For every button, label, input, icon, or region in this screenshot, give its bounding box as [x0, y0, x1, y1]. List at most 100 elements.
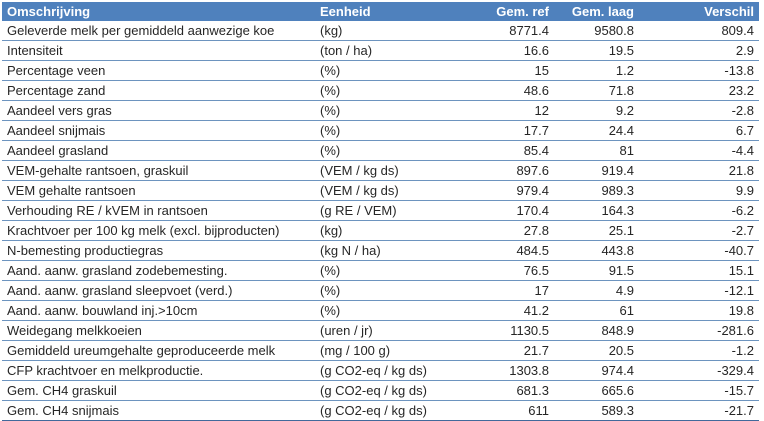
cell-omschrijving: Gem. CH4 graskuil: [2, 380, 315, 401]
cell-verschil: -21.7: [639, 400, 759, 421]
cell-gem-ref: 15: [457, 60, 554, 81]
table-row: Verhouding RE / kVEM in rantsoen (g RE / …: [2, 200, 759, 221]
cell-gem-ref: 16.6: [457, 40, 554, 61]
cell-eenheid: (%): [315, 260, 457, 281]
cell-gem-laag: 91.5: [554, 260, 639, 281]
cell-gem-laag: 19.5: [554, 40, 639, 61]
table-row: Aandeel grasland (%) 85.4 81 -4.4: [2, 140, 759, 161]
cell-gem-laag: 848.9: [554, 320, 639, 341]
cell-gem-ref: 85.4: [457, 140, 554, 161]
cell-eenheid: (%): [315, 300, 457, 321]
cell-eenheid: (g RE / VEM): [315, 200, 457, 221]
table-row: Aand. aanw. grasland sleepvoet (verd.) (%…: [2, 280, 759, 301]
cell-eenheid: (kg): [315, 220, 457, 241]
table-row: Aandeel vers gras (%) 12 9.2 -2.8: [2, 100, 759, 121]
cell-verschil: 9.9: [639, 180, 759, 201]
cell-omschrijving: N-bemesting productiegras: [2, 240, 315, 261]
cell-gem-laag: 974.4: [554, 360, 639, 381]
cell-verschil: -2.8: [639, 100, 759, 121]
cell-eenheid: (kg): [315, 21, 457, 41]
cell-gem-ref: 17: [457, 280, 554, 301]
cell-gem-ref: 979.4: [457, 180, 554, 201]
cell-eenheid: (mg / 100 g): [315, 340, 457, 361]
cell-gem-laag: 9580.8: [554, 21, 639, 41]
cell-gem-laag: 71.8: [554, 80, 639, 101]
cell-eenheid: (%): [315, 280, 457, 301]
cell-verschil: -13.8: [639, 60, 759, 81]
table-row: Percentage zand (%) 48.6 71.8 23.2: [2, 80, 759, 101]
cell-verschil: -15.7: [639, 380, 759, 401]
table-row: Gem. CH4 snijmais (g CO2-eq / kg ds) 611 58…: [2, 400, 759, 421]
cell-omschrijving: Verhouding RE / kVEM in rantsoen: [2, 200, 315, 221]
cell-verschil: 21.8: [639, 160, 759, 181]
table-row: VEM gehalte rantsoen (VEM / kg ds) 979.4 98…: [2, 180, 759, 201]
cell-verschil: -329.4: [639, 360, 759, 381]
cell-verschil: -281.6: [639, 320, 759, 341]
cell-omschrijving: Krachtvoer per 100 kg melk (excl. bijpro…: [2, 220, 315, 241]
cell-verschil: -12.1: [639, 280, 759, 301]
cell-gem-laag: 589.3: [554, 400, 639, 421]
cell-eenheid: (%): [315, 60, 457, 81]
column-header-eenheid: Eenheid: [315, 2, 457, 21]
cell-gem-ref: 17.7: [457, 120, 554, 141]
column-header-verschil: Verschil: [639, 2, 759, 21]
cell-omschrijving: Aand. aanw. grasland sleepvoet (verd.): [2, 280, 315, 301]
cell-gem-ref: 21.7: [457, 340, 554, 361]
cell-gem-ref: 41.2: [457, 300, 554, 321]
cell-verschil: 2.9: [639, 40, 759, 61]
cell-omschrijving: Intensiteit: [2, 40, 315, 61]
cell-omschrijving: Percentage zand: [2, 80, 315, 101]
column-header-gem-laag: Gem. laag: [554, 2, 639, 21]
cell-omschrijving: VEM-gehalte rantsoen, graskuil: [2, 160, 315, 181]
cell-gem-laag: 919.4: [554, 160, 639, 181]
cell-eenheid: (VEM / kg ds): [315, 180, 457, 201]
cell-gem-ref: 1130.5: [457, 320, 554, 341]
cell-gem-laag: 61: [554, 300, 639, 321]
cell-gem-ref: 681.3: [457, 380, 554, 401]
cell-omschrijving: Percentage veen: [2, 60, 315, 81]
cell-gem-ref: 27.8: [457, 220, 554, 241]
cell-omschrijving: Aand. aanw. bouwland inj.>10cm: [2, 300, 315, 321]
cell-gem-ref: 1303.8: [457, 360, 554, 381]
cell-gem-ref: 12: [457, 100, 554, 121]
cell-omschrijving: Geleverde melk per gemiddeld aanwezige k…: [2, 21, 315, 41]
table-row: VEM-gehalte rantsoen, graskuil (VEM / kg …: [2, 160, 759, 181]
cell-eenheid: (g CO2-eq / kg ds): [315, 360, 457, 381]
column-header-omschrijving: Omschrijving: [2, 2, 315, 21]
cell-eenheid: (uren / jr): [315, 320, 457, 341]
table-row: Percentage veen (%) 15 1.2 -13.8: [2, 60, 759, 81]
table-body: Geleverde melk per gemiddeld aanwezige k…: [2, 21, 759, 421]
cell-eenheid: (g CO2-eq / kg ds): [315, 400, 457, 421]
cell-omschrijving: Weidegang melkkoeien: [2, 320, 315, 341]
cell-gem-ref: 611: [457, 400, 554, 421]
cell-gem-ref: 897.6: [457, 160, 554, 181]
cell-omschrijving: Aandeel snijmais: [2, 120, 315, 141]
cell-gem-laag: 9.2: [554, 100, 639, 121]
cell-gem-laag: 81: [554, 140, 639, 161]
cell-verschil: -2.7: [639, 220, 759, 241]
table-row: Gemiddeld ureumgehalte geproduceerde mel…: [2, 340, 759, 361]
cell-gem-laag: 20.5: [554, 340, 639, 361]
table-row: Aandeel snijmais (%) 17.7 24.4 6.7: [2, 120, 759, 141]
cell-gem-laag: 24.4: [554, 120, 639, 141]
cell-omschrijving: Gemiddeld ureumgehalte geproduceerde mel…: [2, 340, 315, 361]
cell-verschil: -6.2: [639, 200, 759, 221]
cell-eenheid: (VEM / kg ds): [315, 160, 457, 181]
table-row: N-bemesting productiegras (kg N / ha) 484.…: [2, 240, 759, 261]
cell-gem-laag: 665.6: [554, 380, 639, 401]
table-row: CFP krachtvoer en melkproductie. (g CO2-e…: [2, 360, 759, 381]
cell-gem-ref: 8771.4: [457, 21, 554, 41]
cell-omschrijving: Aandeel grasland: [2, 140, 315, 161]
cell-verschil: -40.7: [639, 240, 759, 261]
cell-gem-laag: 989.3: [554, 180, 639, 201]
cell-verschil: -1.2: [639, 340, 759, 361]
cell-gem-ref: 170.4: [457, 200, 554, 221]
table-row: Weidegang melkkoeien (uren / jr) 1130.5 848…: [2, 320, 759, 341]
cell-verschil: 19.8: [639, 300, 759, 321]
cell-eenheid: (g CO2-eq / kg ds): [315, 380, 457, 401]
table-row: Geleverde melk per gemiddeld aanwezige k…: [2, 21, 759, 41]
cell-verschil: 6.7: [639, 120, 759, 141]
cell-eenheid: (kg N / ha): [315, 240, 457, 261]
